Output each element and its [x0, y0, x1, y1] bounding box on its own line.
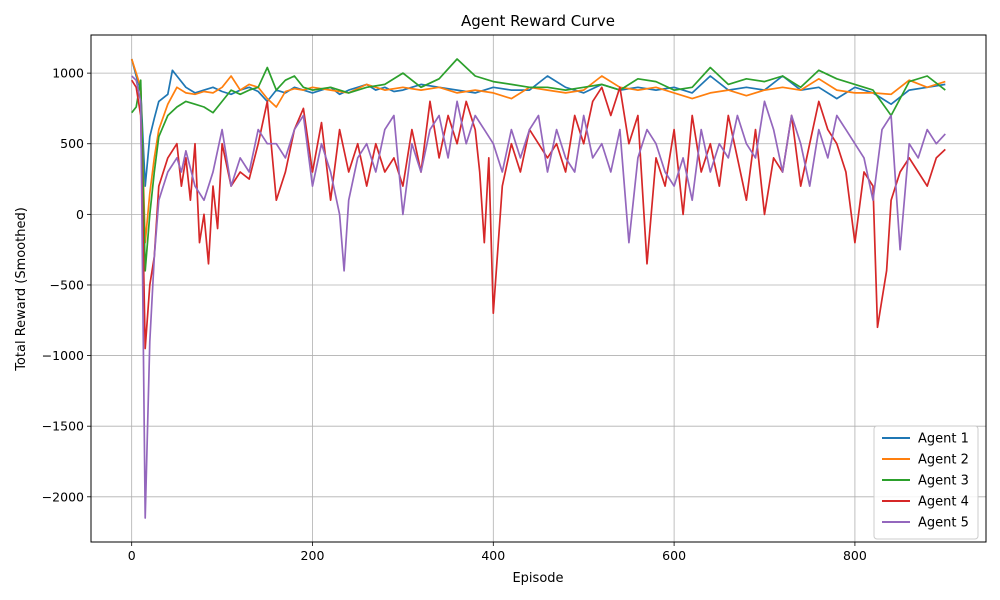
series-line-agent-2	[130, 58, 946, 244]
x-axis: 0 200 400 600 800	[128, 542, 867, 563]
series-line-agent-5	[131, 75, 946, 519]
y-tick-label: 1000	[52, 66, 84, 81]
y-tick-label: −1500	[42, 419, 84, 434]
y-axis: −2000 −1500 −1000 −500 0 500 1000	[42, 66, 91, 504]
legend-label: Agent 5	[918, 516, 969, 531]
legend-label: Agent 3	[918, 474, 969, 489]
series-line-agent-3	[131, 58, 946, 272]
x-tick-label: 0	[128, 548, 136, 563]
y-tick-label: −2000	[42, 489, 84, 504]
plot-frame	[90, 34, 987, 543]
x-axis-label: Episode	[512, 571, 563, 586]
series-lines	[130, 58, 946, 519]
series-line-agent-4	[130, 79, 946, 350]
legend-label: Agent 1	[918, 432, 969, 447]
y-tick-label: 0	[76, 207, 84, 222]
legend: Agent 1 Agent 2 Agent 3 Agent 4 Agent 5	[873, 425, 979, 540]
x-tick-label: 800	[843, 548, 867, 563]
x-tick-label: 600	[662, 548, 686, 563]
y-tick-label: −500	[50, 277, 84, 292]
x-tick-label: 200	[301, 548, 325, 563]
series-line-agent-1	[130, 58, 946, 187]
legend-box	[873, 425, 979, 540]
y-tick-label: 500	[60, 136, 84, 151]
chart-title: Agent Reward Curve	[461, 12, 615, 30]
legend-label: Agent 4	[918, 495, 969, 510]
x-tick-label: 400	[481, 548, 505, 563]
y-tick-label: −1000	[42, 348, 84, 363]
legend-label: Agent 2	[918, 453, 969, 468]
y-axis-label: Total Reward (Smoothed)	[14, 207, 29, 372]
